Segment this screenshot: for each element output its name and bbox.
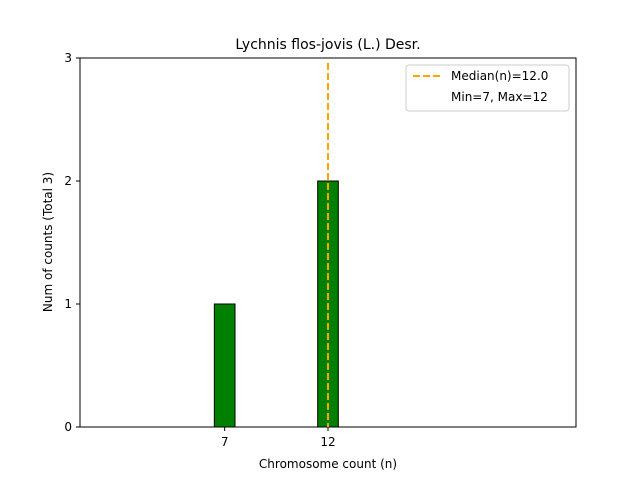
plot-area	[79, 57, 577, 428]
legend-entry-min-max: Min=7, Max=12	[451, 90, 548, 104]
y-tick-label: 3	[64, 51, 72, 65]
x-axis-label: Chromosome count (n)	[259, 457, 397, 471]
y-tick-label: 2	[64, 174, 72, 188]
legend: Median(n)=12.0 Min=7, Max=12	[405, 64, 570, 112]
bars	[213, 180, 339, 428]
x-tick-label: 12	[320, 435, 335, 449]
legend-box	[405, 64, 570, 112]
legend-entry-median: Median(n)=12.0	[451, 69, 548, 83]
y-axis-label: Num of counts (Total 3)	[41, 172, 55, 312]
x-axis-ticks: 7 12	[221, 427, 336, 449]
x-tick-label: 7	[221, 435, 229, 449]
chart-title: Lychnis flos-jovis (L.) Desr.	[235, 37, 420, 53]
bar-7	[213, 303, 236, 428]
y-tick-label: 1	[64, 297, 72, 311]
y-axis-ticks: 0 1 2 3	[64, 51, 80, 434]
y-tick-label: 0	[64, 420, 72, 434]
